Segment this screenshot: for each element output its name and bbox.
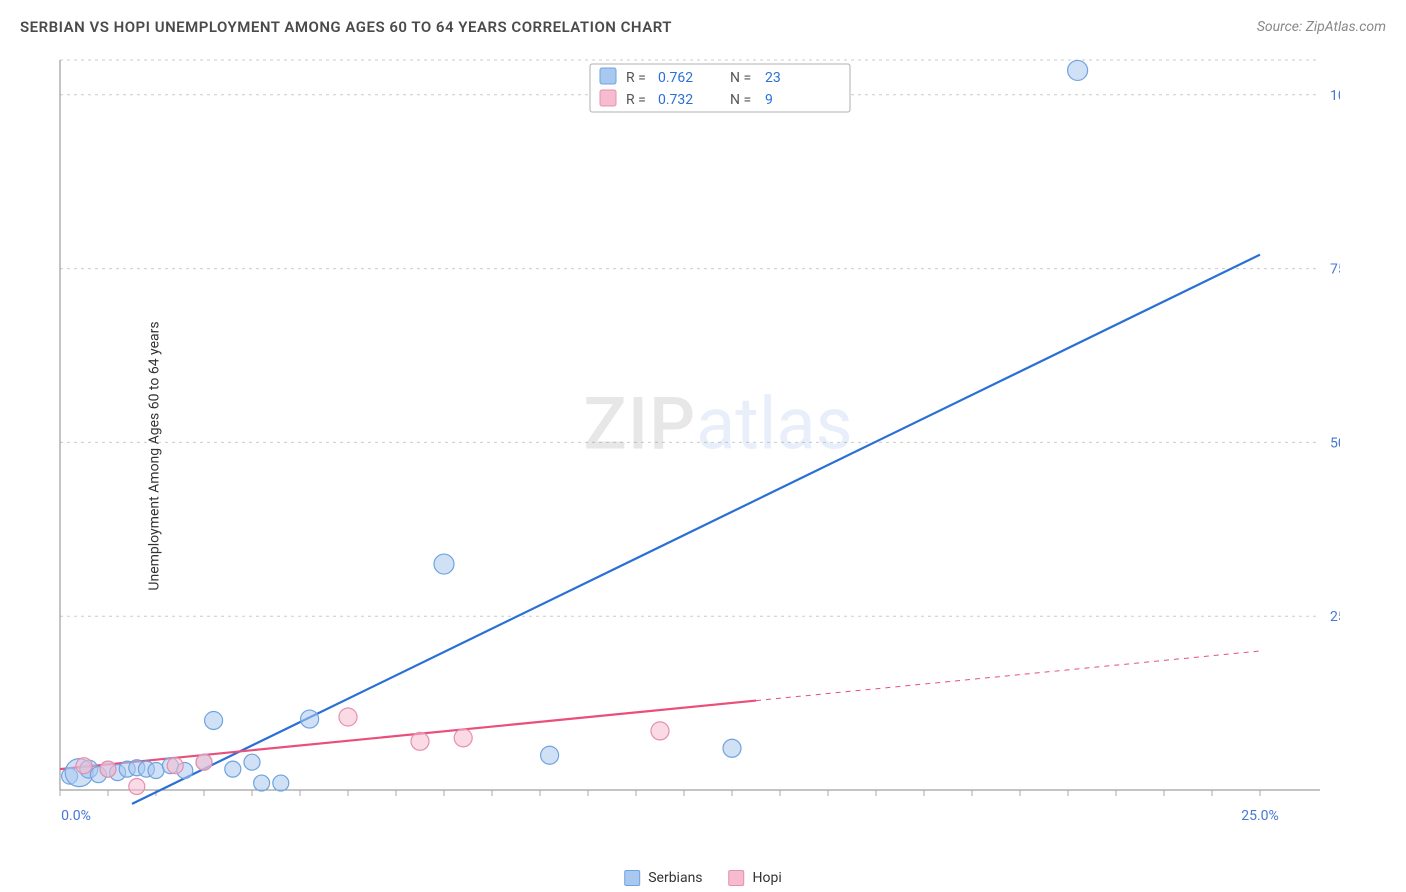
legend-label: Serbians [648,870,702,886]
scatter-point-hopi [651,722,669,740]
scatter-point-serbians [225,761,241,777]
scatter-point-hopi [167,758,183,774]
correlation-chart: 25.0% 50.0% 75.0% 100.0% 0.0% 25.0% R = 0.762 N … [50,50,1340,830]
scatter-point-serbians [434,554,454,574]
stats-legend-n-label: N = [730,70,751,86]
chart-container: Unemployment Among Ages 60 to 64 years 2… [50,50,1386,862]
scatter-point-hopi [339,708,357,726]
scatter-point-serbians [723,739,741,757]
x-tick-label: 25.0% [1241,808,1279,824]
stats-legend-r-label: R = [626,70,646,86]
scatter-point-serbians [301,710,319,728]
legend-swatch [624,870,640,886]
x-tick-label: 0.0% [61,808,91,824]
y-tick-label: 50.0% [1330,435,1340,451]
scatter-point-serbians [148,763,164,779]
stats-legend-n-label: N = [730,92,751,108]
page-title: SERBIAN VS HOPI UNEMPLOYMENT AMONG AGES … [20,18,672,36]
stats-legend-swatch [600,68,616,84]
stats-legend-n-value: 9 [765,92,773,108]
scatter-point-hopi [196,754,212,770]
legend-swatch [729,870,745,886]
stats-legend-n-value: 23 [765,70,781,86]
scatter-point-hopi [76,758,92,774]
scatter-point-serbians [1068,60,1088,80]
scatter-point-hopi [411,732,429,750]
scatter-point-serbians [244,754,260,770]
y-tick-label: 75.0% [1330,262,1340,278]
y-axis-label: Unemployment Among Ages 60 to 64 years [147,321,163,590]
scatter-point-serbians [205,711,223,729]
stats-legend-r-label: R = [626,92,646,108]
legend-bottom: Serbians Hopi [624,870,782,886]
scatter-point-hopi [100,761,116,777]
regression-line-dashed-hopi [756,651,1260,701]
legend-item-hopi: Hopi [729,870,782,886]
stats-legend-swatch [600,90,616,106]
legend-item-serbians: Serbians [624,870,702,886]
stats-legend-r-value: 0.762 [658,70,693,86]
scatter-point-hopi [129,779,145,795]
y-tick-label: 25.0% [1330,609,1340,625]
y-tick-label: 100.0% [1330,88,1340,104]
stats-legend-r-value: 0.732 [658,92,693,108]
scatter-point-serbians [541,746,559,764]
source-attribution: Source: ZipAtlas.com [1257,19,1386,35]
scatter-point-hopi [454,729,472,747]
legend-label: Hopi [753,870,782,886]
scatter-point-serbians [273,775,289,791]
scatter-point-serbians [254,775,270,791]
